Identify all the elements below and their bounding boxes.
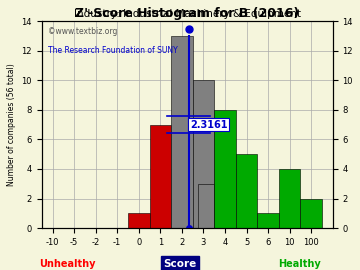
Text: 2.3161: 2.3161: [190, 120, 227, 130]
Bar: [128, 213, 149, 228]
Text: The Research Foundation of SUNY: The Research Foundation of SUNY: [48, 46, 177, 55]
Bar: [193, 80, 214, 228]
Text: Score: Score: [163, 259, 197, 269]
Bar: [171, 36, 193, 228]
Bar: [279, 169, 301, 228]
Bar: [214, 110, 236, 228]
Bar: [198, 184, 214, 228]
Bar: [236, 154, 257, 228]
Text: Healthy: Healthy: [278, 259, 320, 269]
Bar: [257, 213, 279, 228]
Text: Unhealthy: Unhealthy: [40, 259, 96, 269]
Text: Industry: Industrial Machinery & Equipment: Industry: Industrial Machinery & Equipme…: [74, 9, 301, 19]
Bar: [301, 198, 322, 228]
Title: Z'-Score Histogram for B (2016): Z'-Score Histogram for B (2016): [75, 7, 300, 20]
Y-axis label: Number of companies (56 total): Number of companies (56 total): [7, 63, 16, 186]
Bar: [149, 125, 171, 228]
Text: ©www.textbiz.org: ©www.textbiz.org: [48, 27, 117, 36]
